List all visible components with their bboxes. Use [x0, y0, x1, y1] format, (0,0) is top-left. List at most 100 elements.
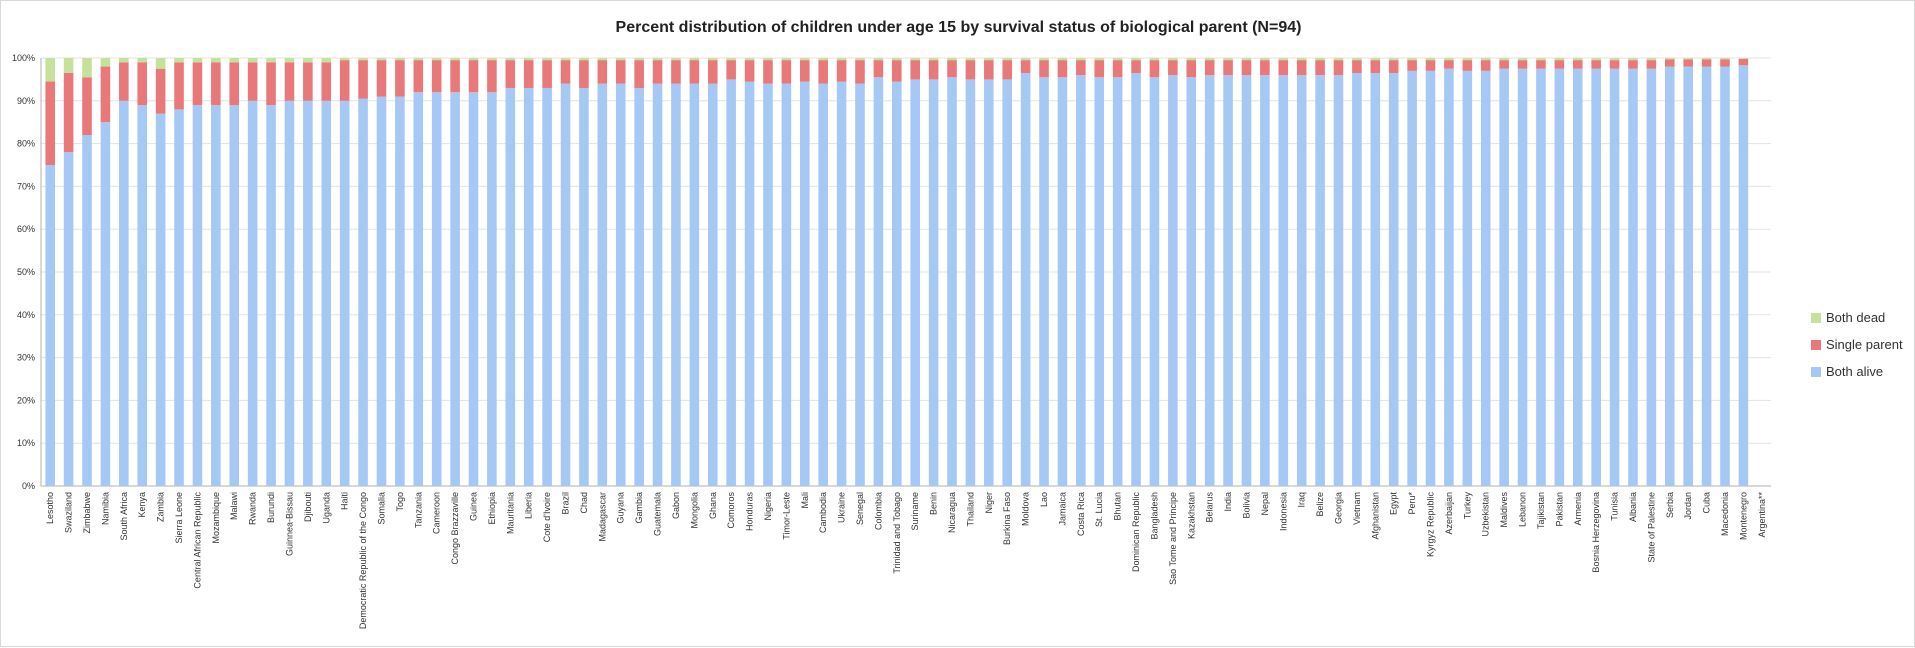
bar-segment [523, 87, 534, 487]
x-tick-label: Timor-Leste [781, 492, 791, 540]
bar-segment [1591, 60, 1601, 69]
bar-segment [1039, 60, 1049, 78]
bar-segment [1223, 75, 1233, 487]
bar-segment [910, 60, 920, 80]
bar-segment [873, 77, 884, 486]
x-tick-label: Peru* [1407, 492, 1417, 515]
bar-segment [155, 58, 166, 69]
bar-segment [965, 58, 976, 61]
bar-segment [431, 60, 442, 93]
bar-segment [597, 83, 608, 487]
bar-segment [726, 58, 736, 61]
bar-segment [1480, 58, 1491, 61]
bar-segment [855, 83, 865, 487]
bar-segment [321, 100, 332, 487]
x-tick-label: Somalia [376, 492, 386, 525]
bar-segment [358, 98, 368, 486]
bar-segment [707, 60, 718, 84]
bar-segment [284, 100, 295, 487]
x-tick-label: Togo [395, 492, 405, 512]
bar-segment [652, 58, 663, 61]
bar-segment [487, 92, 497, 487]
x-tick-label: Brazil [561, 492, 571, 515]
bar-segment [413, 92, 424, 487]
bar-segment [229, 105, 240, 486]
bar-segment [671, 60, 681, 84]
bar-segment [873, 58, 884, 61]
bar-segment [395, 96, 405, 487]
bar-segment [836, 60, 847, 82]
bar-segment [1554, 58, 1565, 61]
bar-segment [413, 58, 424, 61]
x-tick-label: Moldova [1021, 492, 1031, 526]
bar-segment [1076, 58, 1086, 61]
x-tick-label: Bangladesh [1149, 492, 1159, 540]
bar-segment [1352, 60, 1362, 73]
x-tick-label: Cameroon [432, 492, 442, 534]
bar-segment [1425, 58, 1436, 61]
bar-segment [1094, 77, 1105, 486]
bar-segment [1664, 66, 1675, 486]
bar-segment [523, 60, 534, 88]
bar-segment [615, 83, 626, 487]
bar-segment [1333, 58, 1344, 61]
bar-segment [1720, 66, 1730, 486]
bar-segment [744, 60, 755, 82]
x-tick-label: Lao [1039, 492, 1049, 507]
x-tick-label: Serbia [1665, 492, 1675, 518]
x-tick-label: Gabon [671, 492, 681, 519]
bar-segment [1020, 72, 1031, 486]
bar-segment [450, 58, 460, 61]
bar-segment [45, 81, 55, 165]
bar-segment [1131, 72, 1141, 486]
bar-segment [1370, 72, 1381, 486]
x-tick-label: Guinea [469, 492, 479, 521]
legend-label: Both dead [1826, 310, 1885, 325]
bar-segment [542, 60, 552, 88]
x-tick-label: Pakistan [1554, 492, 1564, 527]
bar-segment [1278, 60, 1289, 76]
bar-segment [1112, 60, 1123, 78]
bar-segment [1664, 58, 1675, 60]
bar-segment [1112, 77, 1123, 486]
y-tick-label: 10% [17, 438, 35, 448]
bar-segment [1388, 58, 1399, 61]
bar-segment [1628, 68, 1638, 486]
bar-segment [1683, 66, 1693, 486]
bar-segment [1039, 77, 1049, 486]
x-tick-label: Armenia [1573, 492, 1583, 526]
bar-segment [247, 62, 258, 101]
bar-segment [1646, 60, 1657, 69]
bar-segment [1333, 60, 1344, 76]
x-tick-label: Haiti [340, 492, 350, 510]
bar-segment [781, 60, 792, 84]
bar-segment [1002, 58, 1013, 61]
x-tick-label: Indonesia [1278, 492, 1288, 531]
bar-segment [597, 60, 608, 84]
bar-segment [1738, 58, 1749, 59]
x-tick-label: Djibouti [303, 492, 313, 522]
bar-segment [1609, 58, 1620, 61]
bar-segment [1352, 72, 1362, 486]
bar-segment [1444, 68, 1454, 486]
bar-segment [984, 60, 994, 80]
bar-segment [1039, 58, 1049, 61]
bar-segment [947, 77, 957, 486]
x-tick-label: Chad [579, 492, 589, 514]
x-tick-label: Comoros [726, 492, 736, 529]
x-tick-label: Malawi [229, 492, 239, 520]
bar-segment [376, 60, 387, 97]
x-tick-label: Ghana [708, 492, 718, 519]
bar-segment [468, 60, 479, 93]
bar-segment [947, 60, 957, 78]
bar-segment [818, 58, 828, 61]
x-tick-label: Tajikistan [1536, 492, 1546, 529]
bar-segment [174, 58, 184, 63]
x-tick-label: Swaziland [64, 492, 74, 533]
bar-segment [1204, 60, 1215, 76]
bar-segment [855, 60, 865, 84]
bar-segment [1315, 75, 1325, 487]
bar-segment [836, 81, 847, 486]
x-tick-label: Gambia [634, 492, 644, 524]
bar-segment [1223, 58, 1233, 61]
